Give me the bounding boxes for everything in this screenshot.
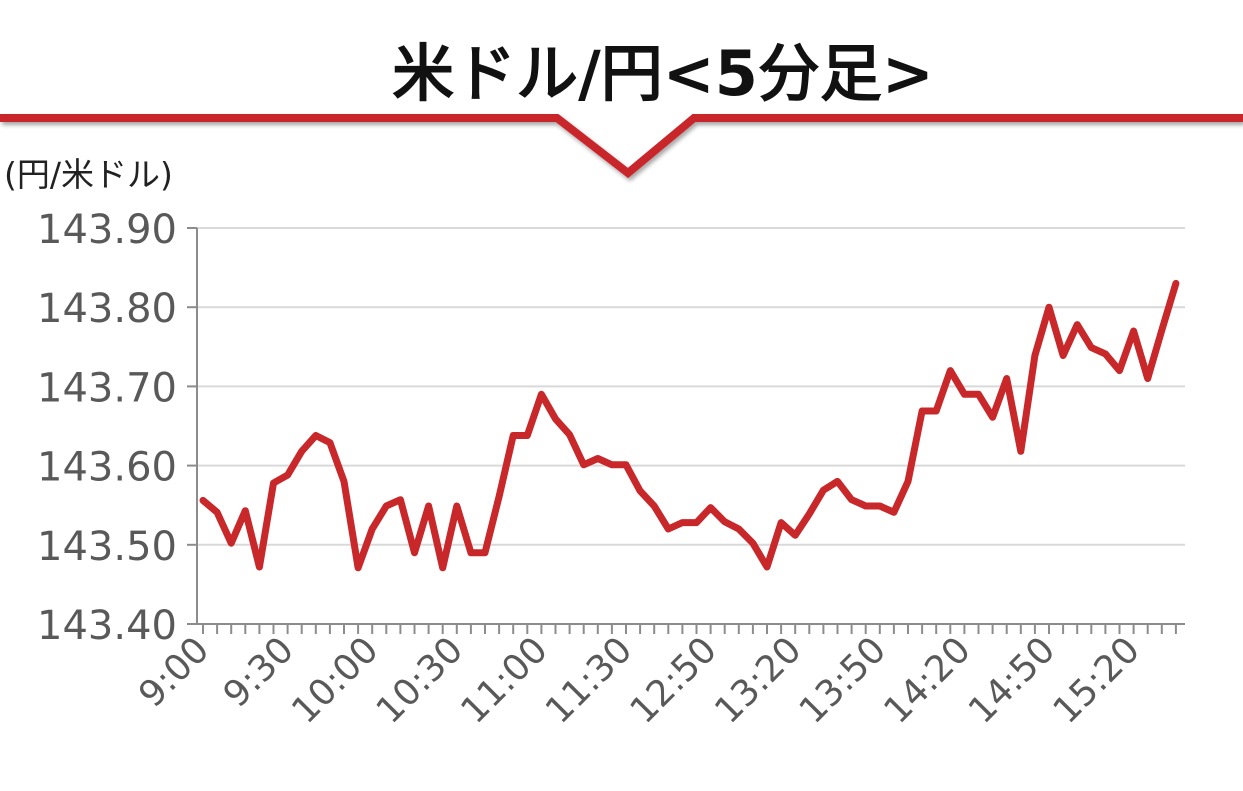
title-banner-line: [0, 114, 1243, 179]
y-tick-label: 143.70: [37, 365, 177, 411]
y-axis-unit-label: (円/米ドル): [4, 155, 173, 194]
axes: [187, 227, 1185, 634]
x-tick-label: 13:20: [707, 629, 809, 731]
y-tick-label: 143.60: [37, 445, 177, 491]
gridlines: [197, 227, 1185, 546]
x-tick-label: 14:20: [876, 629, 978, 731]
x-tick-label: 11:30: [538, 629, 640, 731]
series-line: [199, 279, 1180, 572]
chart-title: 米ドル/円<5分足>: [392, 37, 934, 110]
x-tick-label: 10:30: [369, 629, 471, 731]
y-tick-label: 143.50: [37, 524, 177, 570]
y-tick-label: 143.40: [37, 603, 177, 649]
x-tick-label: 11:00: [453, 629, 555, 731]
y-tick-label: 143.80: [37, 286, 177, 332]
x-axis-tick-labels: 9:009:3010:0010:3011:0011:3012:5013:2013…: [131, 629, 1148, 731]
y-axis-tick-labels: 143.40 143.50 143.60 143.70 143.80 143.90: [37, 207, 177, 649]
x-tick-label: 15:20: [1046, 629, 1148, 731]
series-group: [199, 279, 1180, 572]
x-tick-label: 12:50: [623, 629, 725, 731]
x-tick-label: 13:50: [792, 629, 894, 731]
x-tick-label: 10:00: [284, 629, 386, 731]
x-tick-label: 14:50: [961, 629, 1063, 731]
y-tick-label: 143.90: [37, 207, 177, 253]
